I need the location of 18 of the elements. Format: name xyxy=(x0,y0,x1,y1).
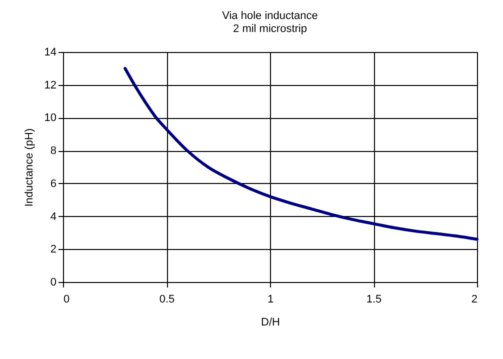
y-axis-title: Inductance (pH) xyxy=(23,128,36,207)
y-tick-label: 6 xyxy=(50,178,56,190)
y-tick-label: 12 xyxy=(44,79,56,92)
y-tick-label: 0 xyxy=(50,276,56,288)
y-tick-label: 2 xyxy=(50,244,56,256)
chart-subtitle: 2 mil microstrip xyxy=(233,23,307,35)
x-tick-label: 0.5 xyxy=(159,294,175,306)
x-axis-title: D/H xyxy=(261,316,280,328)
y-tick-label: 4 xyxy=(50,210,56,223)
x-tick-label: 0 xyxy=(64,294,70,306)
chart-title: Via hole inductance xyxy=(222,10,318,22)
y-tick-label: 14 xyxy=(44,46,56,58)
x-tick-label: 2 xyxy=(471,294,478,306)
x-tick-label: 1 xyxy=(267,294,274,306)
x-tick-label: 1.5 xyxy=(366,294,382,306)
line-series xyxy=(124,66,478,241)
y-tick-label: 10 xyxy=(44,112,56,124)
y-tick-label: 8 xyxy=(50,145,56,158)
